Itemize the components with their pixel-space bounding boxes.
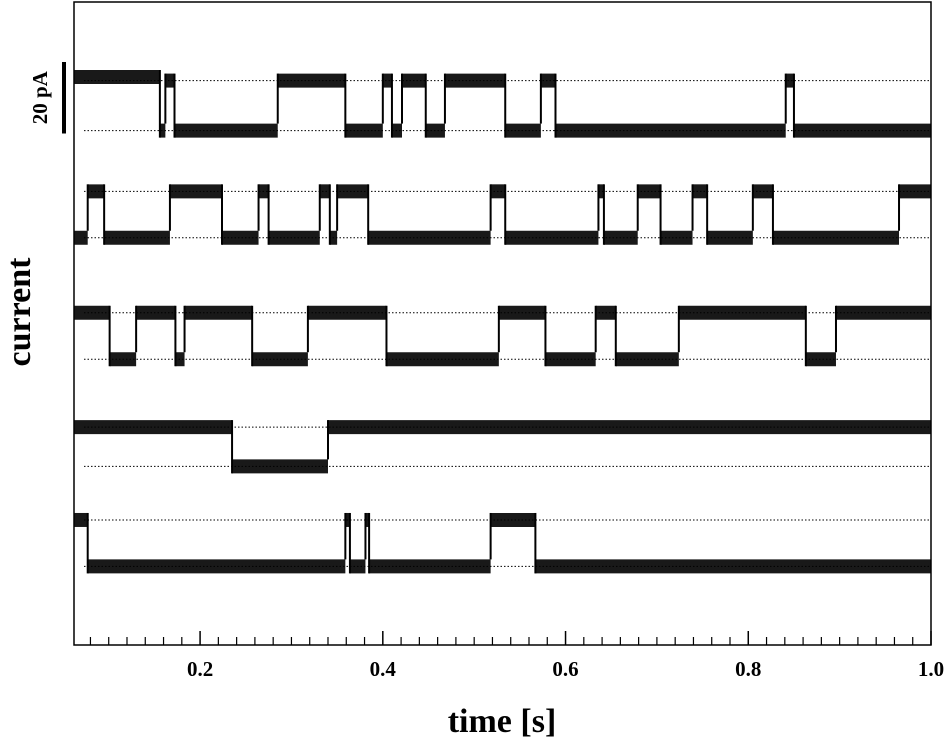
- x-tick-label: 0.2: [187, 657, 213, 681]
- x-axis-title: time [s]: [448, 703, 557, 740]
- x-tick-label: 0.8: [735, 657, 761, 681]
- plot-frame: [73, 1, 932, 646]
- y-axis-title: current: [1, 257, 38, 367]
- x-tick-label: 0.4: [370, 657, 397, 681]
- scale-bar-label: 20 pA: [28, 70, 52, 124]
- x-tick-label: 0.6: [552, 657, 578, 681]
- x-tick-label: 1.0: [918, 657, 944, 681]
